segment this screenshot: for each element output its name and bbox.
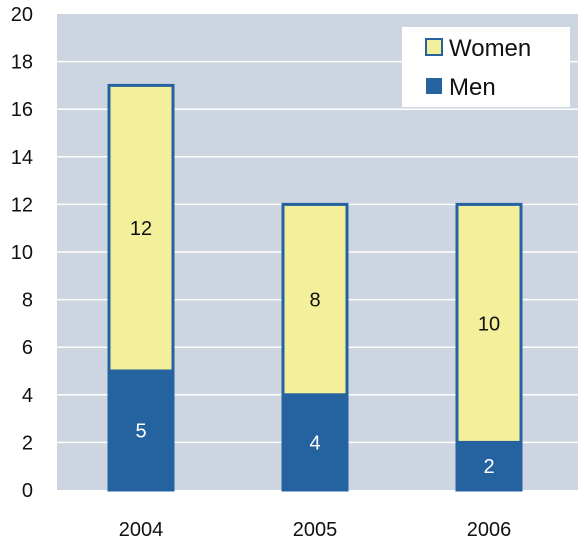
bar-men-2005 <box>281 393 349 492</box>
y-tick-label: 2 <box>22 432 33 454</box>
y-tick-label: 12 <box>11 194 33 216</box>
bar-women-2006 <box>455 202 523 444</box>
data-label-men-2004: 5 <box>135 421 146 443</box>
y-tick-label: 10 <box>11 242 33 264</box>
y-tick-label: 6 <box>22 337 33 359</box>
y-tick-label: 0 <box>22 480 33 502</box>
legend-swatch-men <box>426 78 442 94</box>
bar-women-2004 <box>107 83 175 373</box>
y-axis-ticks: 0 2 4 6 8 10 12 14 16 18 20 <box>11 4 33 502</box>
bars: 5 12 4 8 2 10 <box>107 83 523 492</box>
data-label-women-2006: 10 <box>478 313 500 335</box>
bar-men-2006 <box>455 440 523 492</box>
legend-label-men: Men <box>449 74 496 101</box>
data-label-women-2005: 8 <box>309 290 320 312</box>
legend-swatch-women <box>425 38 443 56</box>
y-tick-label: 8 <box>22 290 33 312</box>
data-label-men-2006: 2 <box>483 456 494 478</box>
bar-men-2004 <box>107 369 175 492</box>
y-tick-label: 20 <box>11 4 33 26</box>
bar-women-2005 <box>281 202 349 397</box>
legend: Women Men <box>402 27 570 107</box>
data-label-men-2005: 4 <box>309 432 320 454</box>
data-label-women-2004: 12 <box>130 218 152 240</box>
y-tick-label: 4 <box>22 385 33 407</box>
legend-label-women: Women <box>449 35 531 62</box>
y-tick-label: 16 <box>11 99 33 121</box>
x-tick-label-2004: 2004 <box>119 519 164 541</box>
x-tick-label-2006: 2006 <box>467 519 512 541</box>
x-axis-ticks: 2004 2005 2006 <box>119 519 512 541</box>
y-tick-label: 18 <box>11 52 33 74</box>
x-tick-label-2005: 2005 <box>293 519 338 541</box>
y-tick-label: 14 <box>11 147 33 169</box>
